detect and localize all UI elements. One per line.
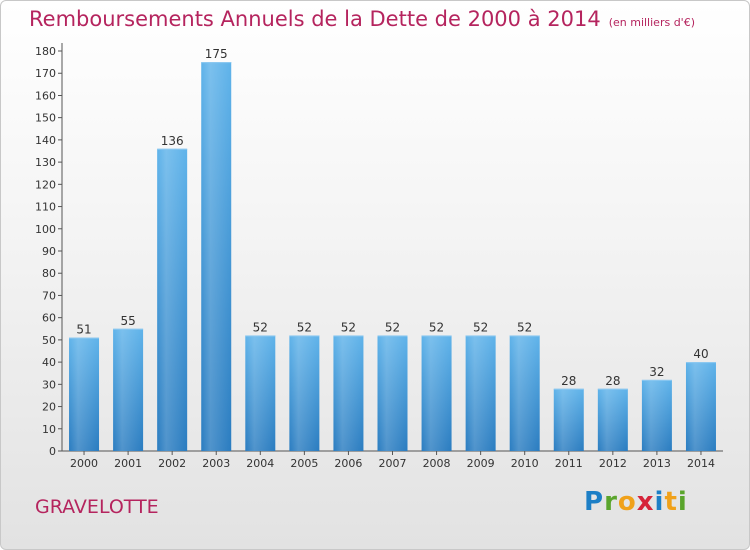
y-tick-label-10: 10 bbox=[42, 423, 56, 436]
y-tick-label-180: 180 bbox=[35, 45, 56, 58]
data-label-2012: 28 bbox=[605, 374, 620, 388]
data-label-2008: 52 bbox=[429, 320, 444, 334]
data-label-2004: 52 bbox=[253, 320, 268, 334]
x-tick-label-2005: 2005 bbox=[290, 457, 318, 470]
y-tick-label-50: 50 bbox=[42, 334, 56, 347]
x-tick-label-2006: 2006 bbox=[334, 457, 362, 470]
data-label-2000: 51 bbox=[76, 323, 91, 337]
y-tick-label-70: 70 bbox=[42, 289, 56, 302]
data-label-2013: 32 bbox=[649, 365, 664, 379]
bar-shine-2013 bbox=[641, 379, 672, 451]
bar-shine-2003 bbox=[201, 62, 232, 451]
bar-shine-2005 bbox=[289, 335, 320, 451]
bar-shine-2009 bbox=[465, 335, 496, 451]
x-tick-label-2011: 2011 bbox=[555, 457, 583, 470]
chart-unit-label: (en milliers d'€) bbox=[608, 16, 695, 29]
data-label-2006: 52 bbox=[341, 320, 356, 334]
x-tick-label-2013: 2013 bbox=[643, 457, 671, 470]
data-label-2003: 175 bbox=[205, 47, 228, 61]
y-tick-label-170: 170 bbox=[35, 67, 56, 80]
x-tick-label-2002: 2002 bbox=[158, 457, 186, 470]
y-tick-label-0: 0 bbox=[49, 445, 56, 458]
chart-title: Remboursements Annuels de la Dette de 20… bbox=[29, 7, 695, 31]
y-tick-label-150: 150 bbox=[35, 112, 56, 125]
x-tick-label-2009: 2009 bbox=[467, 457, 495, 470]
bar-shine-2008 bbox=[421, 335, 452, 451]
x-tick-label-2004: 2004 bbox=[246, 457, 274, 470]
bar-shine-2001 bbox=[113, 328, 144, 451]
y-tick-label-90: 90 bbox=[42, 245, 56, 258]
bar-shine-2014 bbox=[685, 362, 716, 451]
data-label-2010: 52 bbox=[517, 320, 532, 334]
x-tick-label-2007: 2007 bbox=[379, 457, 407, 470]
x-tick-label-2001: 2001 bbox=[114, 457, 142, 470]
bar-shine-2011 bbox=[553, 388, 584, 451]
bar-shine-2004 bbox=[245, 335, 276, 451]
x-tick-label-2012: 2012 bbox=[599, 457, 627, 470]
data-label-2007: 52 bbox=[385, 320, 400, 334]
data-label-2001: 55 bbox=[120, 314, 135, 328]
data-label-2005: 52 bbox=[297, 320, 312, 334]
y-tick-label-40: 40 bbox=[42, 356, 56, 369]
proxiti-logo: Proxiti bbox=[584, 487, 688, 517]
x-tick-label-2000: 2000 bbox=[70, 457, 98, 470]
x-tick-label-2008: 2008 bbox=[423, 457, 451, 470]
data-label-2002: 136 bbox=[161, 134, 184, 148]
bar-shine-2000 bbox=[69, 337, 100, 451]
data-label-2009: 52 bbox=[473, 320, 488, 334]
y-tick-label-80: 80 bbox=[42, 267, 56, 280]
y-tick-label-110: 110 bbox=[35, 201, 56, 214]
y-tick-label-60: 60 bbox=[42, 312, 56, 325]
data-label-2011: 28 bbox=[561, 374, 576, 388]
y-tick-label-20: 20 bbox=[42, 401, 56, 414]
y-tick-label-130: 130 bbox=[35, 156, 56, 169]
x-tick-label-2003: 2003 bbox=[202, 457, 230, 470]
bar-shine-2002 bbox=[157, 148, 188, 451]
bar-shine-2012 bbox=[597, 388, 628, 451]
commune-name: GRAVELOTTE bbox=[35, 496, 159, 518]
y-tick-label-140: 140 bbox=[35, 134, 56, 147]
y-tick-label-120: 120 bbox=[35, 178, 56, 191]
bar-shine-2007 bbox=[377, 335, 408, 451]
bar-shine-2010 bbox=[509, 335, 540, 451]
y-tick-label-100: 100 bbox=[35, 223, 56, 236]
chart-title-text: Remboursements Annuels de la Dette de 20… bbox=[29, 7, 601, 31]
x-tick-label-2010: 2010 bbox=[511, 457, 539, 470]
y-tick-label-160: 160 bbox=[35, 89, 56, 102]
x-tick-label-2014: 2014 bbox=[687, 457, 715, 470]
data-label-2014: 40 bbox=[693, 347, 708, 361]
y-tick-label-30: 30 bbox=[42, 378, 56, 391]
bar-shine-2006 bbox=[333, 335, 364, 451]
